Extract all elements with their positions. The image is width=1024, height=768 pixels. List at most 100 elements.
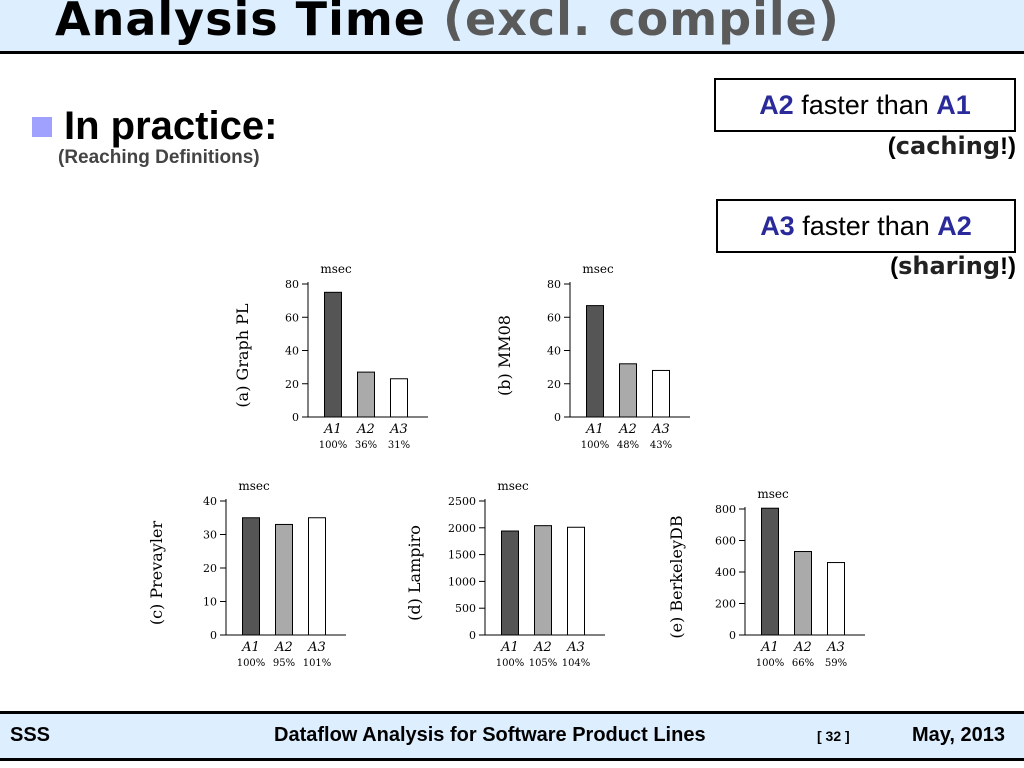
unit-label: msec xyxy=(320,262,352,276)
y-tick-label: 800 xyxy=(715,503,736,516)
callout-term-a: A3 xyxy=(760,211,795,241)
bar-a2 xyxy=(534,525,552,636)
bar-a2 xyxy=(794,551,812,636)
callout-a2-faster-than-a1: A2 faster than A1 xyxy=(714,78,1016,132)
category-label: A3 xyxy=(651,422,670,437)
slide-title: Analysis Time (excl. compile) xyxy=(55,0,840,46)
note-open: ( xyxy=(890,253,899,280)
y-tick-label: 20 xyxy=(203,562,217,575)
note-word: sharing xyxy=(898,252,1001,280)
bar-a1 xyxy=(501,530,519,636)
percent-label: 104% xyxy=(562,658,591,669)
percent-label: 100% xyxy=(319,440,348,451)
chart-side-label: (b) MM08 xyxy=(495,315,514,396)
bar-a1 xyxy=(324,291,342,418)
percent-label: 36% xyxy=(355,440,377,451)
bar-a3 xyxy=(827,562,845,636)
callout-term-a: A2 xyxy=(759,90,794,120)
bar-a2 xyxy=(275,523,293,636)
chart-5: 0 200 400 600 800 msec (e) BerkeleyDB A1 100% A2 6… xyxy=(667,487,865,669)
percent-label: 100% xyxy=(496,658,525,669)
percent-label: 95% xyxy=(273,658,295,669)
category-label: A2 xyxy=(533,640,552,655)
y-tick-label: 20 xyxy=(547,378,561,391)
category-label: A2 xyxy=(793,640,812,655)
percent-label: 100% xyxy=(237,658,266,669)
percent-label: 59% xyxy=(825,658,847,669)
y-tick-label: 40 xyxy=(285,345,299,358)
chart-side-label: (c) Prevayler xyxy=(147,521,166,626)
callout-term-b: A1 xyxy=(936,90,971,120)
chart-side-label: (d) Lampiro xyxy=(405,525,424,621)
chart-1: 0 20 40 60 80 msec (a) Graph PL A1 100% A2 36% A3 31… xyxy=(233,262,428,451)
y-tick-label: 400 xyxy=(715,566,736,579)
bar-a1 xyxy=(242,517,260,636)
y-tick-label: 2500 xyxy=(448,495,476,508)
y-tick-label: 40 xyxy=(203,495,217,508)
bullet-subheading: (Reaching Definitions) xyxy=(58,147,260,168)
category-label: A3 xyxy=(307,640,326,655)
y-tick-label: 10 xyxy=(203,596,217,609)
unit-label: msec xyxy=(497,479,529,493)
footer-left: SSS xyxy=(10,724,51,746)
percent-label: 66% xyxy=(792,658,814,669)
category-label: A3 xyxy=(566,640,585,655)
percent-label: 105% xyxy=(529,658,558,669)
title-bar: Analysis Time (excl. compile) xyxy=(0,0,1024,54)
unit-label: msec xyxy=(757,487,789,501)
category-label: A1 xyxy=(323,422,342,437)
category-label: A2 xyxy=(618,422,637,437)
bar-a3 xyxy=(308,517,326,636)
y-tick-label: 80 xyxy=(547,278,561,291)
category-label: A1 xyxy=(500,640,519,655)
callout-note-sharing: (sharing!) xyxy=(890,252,1016,281)
y-tick-label: 0 xyxy=(729,629,736,642)
chart-side-label: (a) Graph PL xyxy=(233,303,252,407)
y-tick-label: 0 xyxy=(469,629,476,642)
percent-label: 101% xyxy=(303,658,332,669)
chart-2: 0 20 40 60 80 msec (b) MM08 A1 100% A2 48% A3 43% xyxy=(495,262,690,451)
footer-date: May, 2013 xyxy=(912,724,1006,746)
category-label: A2 xyxy=(356,422,375,437)
percent-label: 31% xyxy=(388,440,410,451)
percent-label: 100% xyxy=(581,440,610,451)
category-label: A3 xyxy=(826,640,845,655)
callout-note-caching: (caching!) xyxy=(888,132,1016,161)
callout-a3-faster-than-a2: A3 faster than A2 xyxy=(716,199,1016,253)
callout-text: faster than xyxy=(794,211,938,241)
y-tick-label: 200 xyxy=(715,598,736,611)
y-tick-label: 2000 xyxy=(448,522,476,535)
y-tick-label: 600 xyxy=(715,535,736,548)
callout-term-b: A2 xyxy=(937,211,972,241)
category-label: A1 xyxy=(585,422,604,437)
y-tick-label: 1500 xyxy=(448,549,476,562)
y-tick-label: 1000 xyxy=(448,575,476,588)
footer-title: Dataflow Analysis for Software Product L… xyxy=(274,724,706,746)
y-tick-label: 40 xyxy=(547,345,561,358)
y-tick-label: 0 xyxy=(554,411,561,424)
note-close: !) xyxy=(1000,133,1016,160)
chart-4: 0 500 1000 1500 2000 2500 msec (d) Lampiro A1 100… xyxy=(405,479,605,669)
note-open: ( xyxy=(887,133,896,160)
page-number: [ 32 ] xyxy=(817,728,850,744)
category-label: A1 xyxy=(760,640,779,655)
bullet-square-icon xyxy=(32,117,52,137)
title-sub: (excl. compile) xyxy=(442,0,840,46)
bar-a2 xyxy=(619,363,637,418)
note-word: caching xyxy=(895,132,1001,160)
y-tick-label: 80 xyxy=(285,278,299,291)
category-label: A2 xyxy=(274,640,293,655)
chart-side-label: (e) BerkeleyDB xyxy=(667,515,686,638)
percent-label: 48% xyxy=(617,440,639,451)
bullet-heading: In practice: xyxy=(64,104,278,148)
y-tick-label: 60 xyxy=(547,311,561,324)
y-tick-label: 20 xyxy=(285,378,299,391)
unit-label: msec xyxy=(582,262,614,276)
bar-a3 xyxy=(390,378,408,418)
y-tick-label: 500 xyxy=(455,602,476,615)
y-tick-label: 60 xyxy=(285,311,299,324)
callout-text: faster than xyxy=(793,90,937,120)
y-tick-label: 0 xyxy=(292,411,299,424)
bar-a2 xyxy=(357,371,375,418)
